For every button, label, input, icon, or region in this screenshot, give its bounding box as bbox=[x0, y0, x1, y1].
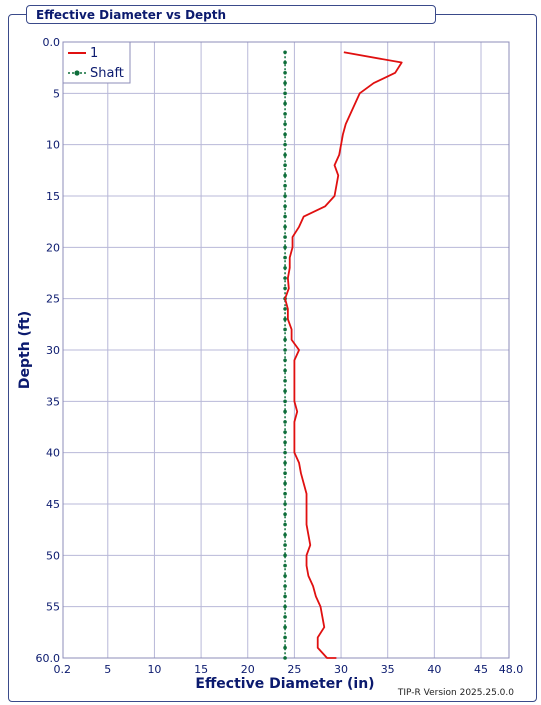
shaft-point bbox=[283, 317, 287, 322]
shaft-point bbox=[283, 348, 287, 352]
shaft-point bbox=[283, 153, 287, 157]
x-axis-title: Effective Diameter (in) bbox=[195, 676, 374, 692]
y-tick-label: 45 bbox=[46, 498, 60, 511]
shaft-point bbox=[283, 604, 287, 609]
x-tick-label: 40 bbox=[427, 663, 441, 676]
shaft-point bbox=[283, 461, 287, 465]
shaft-point bbox=[283, 594, 287, 599]
y-tick-label: 25 bbox=[46, 293, 60, 306]
shaft-point bbox=[283, 553, 287, 558]
x-tick-label: 0.2 bbox=[54, 663, 72, 676]
shaft-point bbox=[283, 255, 287, 260]
legend-label-series-1: 1 bbox=[90, 46, 98, 61]
shaft-point bbox=[283, 522, 287, 527]
shaft-point bbox=[283, 194, 287, 198]
shaft-point bbox=[283, 512, 287, 517]
shaft-point bbox=[283, 502, 287, 506]
x-tick-label: 30 bbox=[334, 663, 348, 676]
shaft-point bbox=[283, 101, 287, 106]
shaft-point bbox=[283, 81, 287, 85]
y-tick-label: 55 bbox=[46, 601, 60, 614]
shaft-point bbox=[283, 142, 287, 147]
shaft-point bbox=[283, 163, 287, 167]
shaft-point bbox=[283, 409, 287, 414]
panel-title-tab: Effective Diameter vs Depth bbox=[26, 5, 436, 24]
shaft-point bbox=[283, 635, 287, 640]
x-tick-label: 25 bbox=[287, 663, 301, 676]
y-tick-label: 60.0 bbox=[36, 652, 61, 665]
series-layer bbox=[283, 50, 403, 660]
shaft-point bbox=[283, 481, 287, 486]
shaft-point bbox=[283, 327, 287, 332]
shaft-point bbox=[283, 50, 287, 55]
legend-label-shaft: Shaft bbox=[90, 66, 124, 81]
shaft-point bbox=[283, 491, 287, 496]
shaft-point bbox=[283, 214, 287, 219]
shaft-point bbox=[283, 533, 287, 537]
panel-title: Effective Diameter vs Depth bbox=[36, 8, 227, 22]
shaft-point bbox=[283, 122, 287, 126]
y-tick-label: 35 bbox=[46, 395, 60, 408]
shaft-point bbox=[283, 91, 287, 96]
shaft-point bbox=[283, 584, 287, 588]
shaft-point bbox=[283, 450, 287, 455]
x-axis-ticks: 0.2 5 10 15 20 25 30 35 40 45 48.0 bbox=[54, 663, 524, 676]
legend: 1 Shaft bbox=[62, 41, 131, 84]
shaft-point bbox=[283, 112, 287, 116]
series-line-1 bbox=[284, 51, 403, 659]
x-tick-label: 20 bbox=[241, 663, 255, 676]
y-axis-title: Depth (ft) bbox=[17, 311, 33, 389]
shaft-point bbox=[283, 337, 287, 342]
shaft-point bbox=[283, 379, 287, 383]
shaft-point bbox=[283, 615, 287, 619]
shaft-point bbox=[283, 245, 287, 250]
shaft-point bbox=[283, 307, 287, 311]
shaft-point bbox=[283, 430, 287, 434]
y-tick-label: 10 bbox=[46, 139, 60, 152]
shaft-point bbox=[283, 60, 287, 65]
y-tick-label: 5 bbox=[53, 87, 60, 100]
x-tick-label: 48.0 bbox=[499, 663, 524, 676]
shaft-point bbox=[283, 358, 287, 363]
y-tick-label: 30 bbox=[46, 344, 60, 357]
x-tick-label: 45 bbox=[474, 663, 488, 676]
y-axis-ticks: 0.0 5 10 15 20 25 30 35 40 45 50 55 60.0 bbox=[36, 36, 61, 665]
legend-box bbox=[62, 41, 131, 84]
y-tick-label: 15 bbox=[46, 190, 60, 203]
legend-marker-shaft bbox=[74, 70, 80, 76]
x-tick-label: 15 bbox=[194, 663, 208, 676]
x-tick-label: 5 bbox=[104, 663, 111, 676]
shaft-point bbox=[283, 204, 287, 209]
shaft-point bbox=[283, 440, 287, 445]
chart-panel bbox=[8, 14, 537, 702]
shaft-point bbox=[283, 574, 287, 578]
shaft-point bbox=[283, 286, 287, 291]
shaft-point bbox=[283, 71, 287, 75]
shaft-point bbox=[283, 235, 287, 239]
shaft-point bbox=[283, 420, 287, 424]
y-tick-label: 40 bbox=[46, 447, 60, 460]
y-tick-label: 20 bbox=[46, 241, 60, 254]
shaft-point bbox=[283, 225, 287, 229]
shaft-point bbox=[283, 471, 287, 476]
shaft-point bbox=[283, 656, 287, 660]
version-label: TIP-R Version 2025.25.0.0 bbox=[397, 688, 514, 698]
shaft-point bbox=[283, 645, 287, 650]
shaft-point bbox=[283, 368, 287, 373]
shaft-point bbox=[283, 173, 287, 178]
shaft-point bbox=[283, 266, 287, 270]
shaft-point bbox=[283, 276, 287, 280]
shaft-point bbox=[283, 625, 287, 629]
x-tick-label: 10 bbox=[147, 663, 161, 676]
shaft-point bbox=[283, 132, 287, 137]
x-tick-label: 35 bbox=[381, 663, 395, 676]
shaft-point bbox=[283, 563, 287, 568]
shaft-point bbox=[283, 543, 287, 547]
y-tick-label: 0.0 bbox=[43, 36, 61, 49]
shaft-point bbox=[283, 183, 287, 188]
shaft-point bbox=[283, 399, 287, 404]
y-tick-label: 50 bbox=[46, 549, 60, 562]
shaft-point bbox=[283, 389, 287, 393]
